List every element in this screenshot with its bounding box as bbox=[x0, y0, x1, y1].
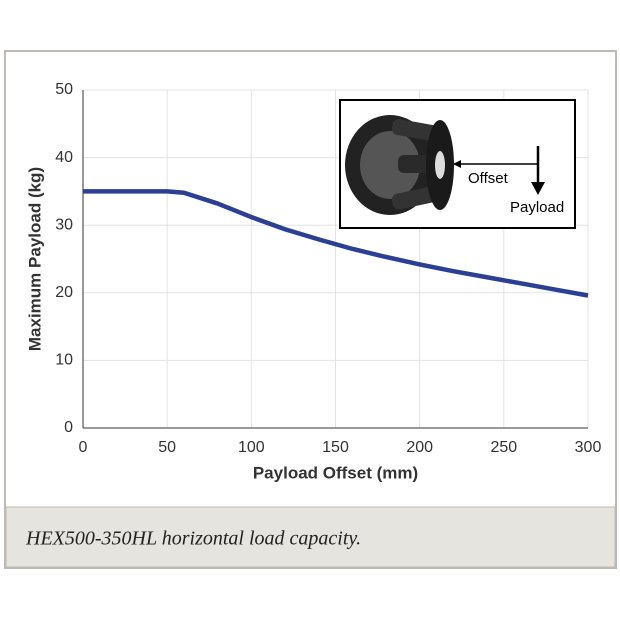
y-tick-label: 0 bbox=[64, 419, 73, 436]
x-tick-label: 0 bbox=[79, 439, 88, 456]
x-tick-label: 100 bbox=[238, 439, 265, 456]
y-axis-label: Maximum Payload (kg) bbox=[25, 167, 44, 351]
hexapod-base-inner bbox=[360, 131, 420, 199]
inset: Offset Payload bbox=[339, 99, 576, 229]
strut bbox=[391, 186, 439, 210]
y-tick-label: 40 bbox=[55, 149, 73, 166]
plot: 0 10 20 30 40 50 0 50 100 150 200 250 300 Payload Off… bbox=[25, 81, 601, 482]
y-tick-label: 20 bbox=[55, 284, 73, 301]
strut bbox=[391, 119, 439, 141]
hexapod-hole bbox=[435, 151, 445, 179]
x-tick-label: 200 bbox=[406, 439, 433, 456]
y-tick-label: 10 bbox=[55, 352, 73, 369]
offset-label: Offset bbox=[468, 170, 509, 187]
y-tick-label: 30 bbox=[55, 216, 73, 233]
x-tick-label: 250 bbox=[490, 439, 517, 456]
arrow-head bbox=[453, 160, 461, 168]
x-tick-label: 300 bbox=[575, 439, 602, 456]
y-tick-label: 50 bbox=[55, 81, 73, 98]
x-tick-label: 50 bbox=[158, 439, 176, 456]
payload-label: Payload bbox=[510, 199, 564, 216]
data-line bbox=[83, 189, 589, 298]
caption: HEX500-350HL horizontal load capacity. bbox=[25, 528, 361, 550]
x-axis-label: Payload Offset (mm) bbox=[253, 463, 418, 482]
x-tick-label: 150 bbox=[322, 439, 349, 456]
caption-band bbox=[5, 506, 616, 568]
arrow-head bbox=[531, 182, 545, 195]
